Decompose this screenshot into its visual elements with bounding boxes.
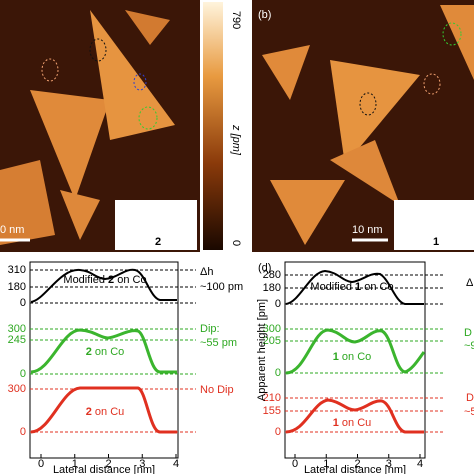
x-tick-label: 3 bbox=[139, 458, 145, 470]
colorbar-label: z [pm] bbox=[230, 124, 242, 156]
profile-label: 1 on Cu bbox=[333, 417, 372, 429]
colorbar-max: 790 bbox=[230, 11, 242, 29]
y-tick-label: 210 bbox=[263, 392, 281, 404]
profile-label-part: on Cu bbox=[342, 417, 371, 429]
profile-label-part: 2 bbox=[108, 274, 114, 286]
x-tick-label: 4 bbox=[173, 458, 179, 470]
y-tick-label: 300 bbox=[263, 323, 281, 335]
profile-label-part: 1 bbox=[355, 281, 361, 293]
profile bbox=[285, 398, 424, 434]
profile-label-part: on Co bbox=[342, 351, 371, 363]
profile-label-part: Modified bbox=[310, 281, 352, 293]
profile-label: 2 on Co bbox=[86, 346, 125, 358]
annotation: Δ bbox=[466, 277, 474, 289]
panel-label: (b) bbox=[258, 9, 271, 21]
profile-label-part: 2 bbox=[86, 406, 92, 418]
y-tick-label: 300 bbox=[8, 323, 26, 335]
profile-label: 1 on Co bbox=[333, 351, 372, 363]
profile-label: Modified 2 on Co bbox=[63, 274, 146, 286]
x-tick-label: 2 bbox=[354, 458, 360, 470]
profile-label-part: Modified bbox=[63, 274, 105, 286]
scale-bar-label: 0 nm bbox=[0, 224, 24, 236]
x-tick-label: 1 bbox=[323, 458, 329, 470]
x-axis-label: Lateral distance [nm] bbox=[304, 464, 406, 474]
profile bbox=[285, 328, 426, 375]
annotation: D bbox=[464, 327, 472, 339]
y-tick-label: 155 bbox=[263, 405, 281, 417]
annotation: ~55 bbox=[464, 406, 474, 418]
x-tick-label: 1 bbox=[72, 458, 78, 470]
profile-label-part: on Co bbox=[117, 274, 146, 286]
scale-bar-label: 10 nm bbox=[352, 224, 383, 236]
y-tick-label: 205 bbox=[263, 335, 281, 347]
x-tick-label: 0 bbox=[292, 458, 298, 470]
colorbar bbox=[203, 2, 223, 250]
y-tick-label: 0 bbox=[20, 426, 26, 438]
annotation: D bbox=[466, 392, 474, 404]
profile-label-part: 2 bbox=[86, 346, 92, 358]
annotation: ~55 pm bbox=[200, 337, 237, 349]
y-tick-label: 0 bbox=[275, 367, 281, 379]
y-tick-label: 180 bbox=[263, 282, 281, 294]
profile-label-part: 1 bbox=[333, 417, 339, 429]
molecule-label: 1 bbox=[433, 236, 439, 248]
x-tick-label: 4 bbox=[417, 458, 423, 470]
y-tick-label: 0 bbox=[20, 297, 26, 309]
profile-label-part: on Co bbox=[364, 281, 393, 293]
profile-label-part: on Co bbox=[95, 346, 124, 358]
y-tick-label: 0 bbox=[275, 426, 281, 438]
annotation: ~100 pm bbox=[200, 281, 243, 293]
profile bbox=[285, 269, 424, 305]
annotation: No Dip bbox=[200, 384, 234, 396]
plot-frame bbox=[29, 261, 179, 459]
y-tick-label: 180 bbox=[8, 281, 26, 293]
colorbar-min: 0 bbox=[230, 240, 242, 246]
x-tick-label: 3 bbox=[386, 458, 392, 470]
y-tick-label: 280 bbox=[263, 269, 281, 281]
profile-label: 2 on Cu bbox=[86, 406, 125, 418]
profile-label: Modified 1 on Co bbox=[310, 281, 393, 293]
profile bbox=[30, 386, 177, 434]
molecule-label: 2 bbox=[155, 236, 161, 248]
stm-image-a bbox=[0, 0, 200, 252]
x-axis-label: Lateral distance [nm] bbox=[53, 464, 155, 474]
y-tick-label: 300 bbox=[8, 383, 26, 395]
y-tick-label: 0 bbox=[20, 368, 26, 380]
x-tick-label: 2 bbox=[105, 458, 111, 470]
x-tick-label: 0 bbox=[38, 458, 44, 470]
y-axis-label: Apparent height [pm] bbox=[256, 299, 268, 401]
y-tick-label: 245 bbox=[8, 334, 26, 346]
profile-label-part: on Cu bbox=[95, 406, 124, 418]
annotation: Δh bbox=[200, 266, 213, 278]
profile bbox=[30, 268, 177, 303]
panel-label: (d) bbox=[258, 262, 271, 274]
y-tick-label: 310 bbox=[8, 264, 26, 276]
plot-frame bbox=[284, 261, 426, 459]
annotation: Dip: bbox=[200, 323, 220, 335]
profile bbox=[30, 328, 177, 374]
y-tick-label: 0 bbox=[275, 298, 281, 310]
stm-image-b bbox=[252, 0, 474, 252]
profile-label-part: 1 bbox=[333, 351, 339, 363]
annotation: ~95 bbox=[464, 340, 474, 352]
